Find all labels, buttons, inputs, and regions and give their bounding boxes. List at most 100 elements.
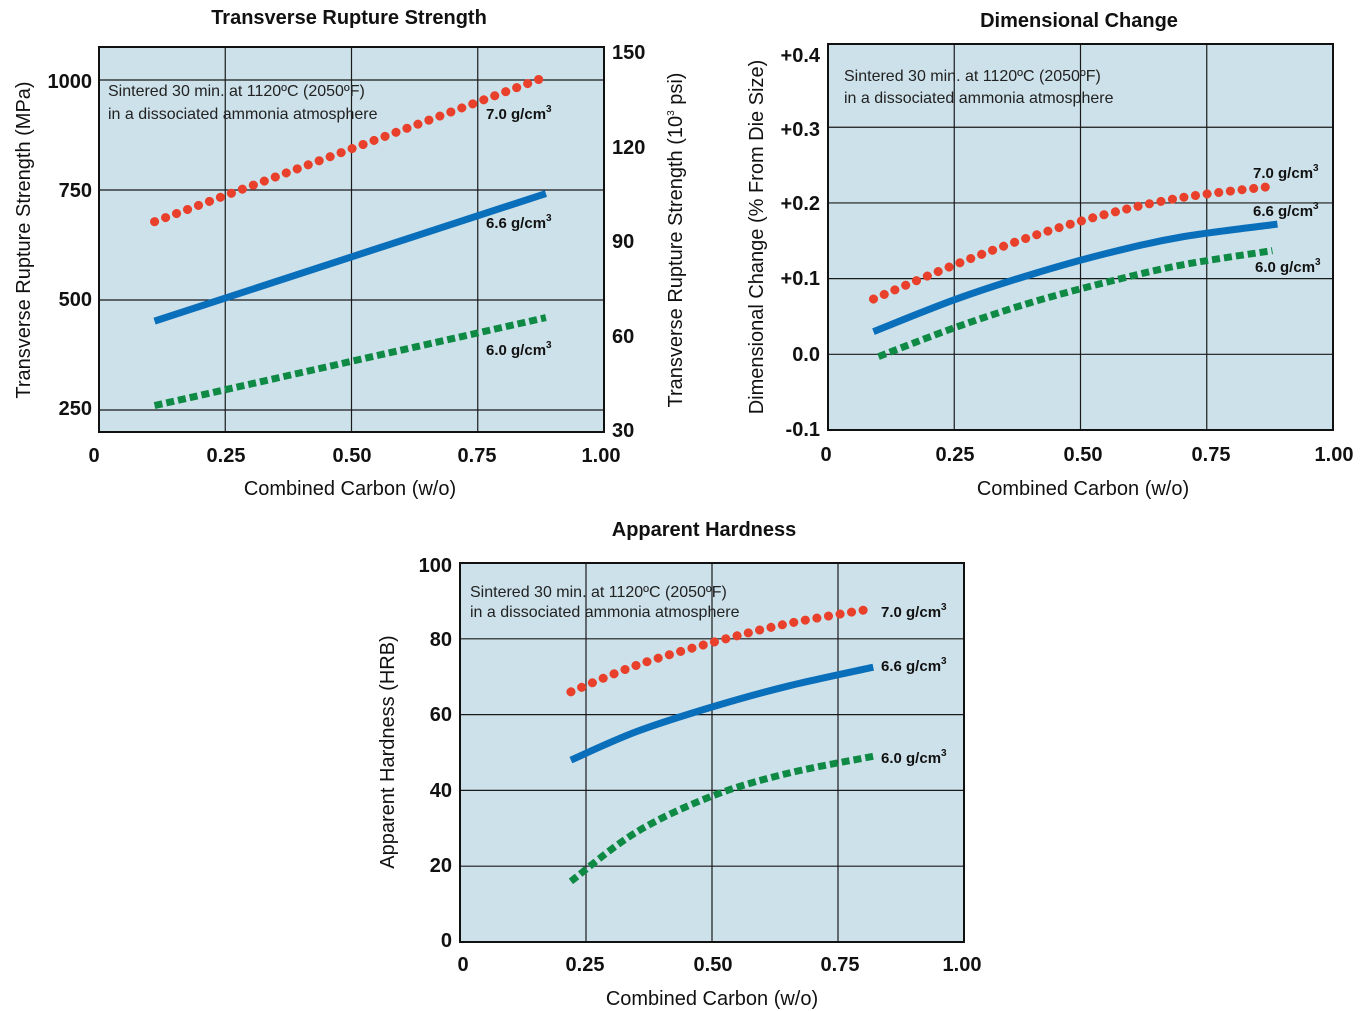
series-label-exp: 3 [546,340,552,351]
x-axis-label: Combined Carbon (w/o) [977,478,1189,500]
x-tick-label: 0.75 [1192,444,1231,466]
series-6-0-line [153,314,547,410]
series-label-exp: 3 [941,656,947,667]
y-tick-label: 80 [430,629,452,651]
series-label-exp: 3 [1313,163,1319,174]
series-label-6-6: 6.6 g/cm3 [881,656,947,675]
gridlines [828,44,1333,430]
y-tick-label: 500 [59,289,92,311]
x-tick-label: 0.75 [458,445,497,467]
series-label-text: 7.0 g/cm [881,604,941,621]
x-tick-label: 0.50 [694,954,733,976]
series-label-text: 6.0 g/cm [1255,259,1315,276]
y2-tick-label: 90 [612,231,634,253]
x-tick-label: 0.25 [207,445,246,467]
x-axis-label: Combined Carbon (w/o) [244,478,456,500]
x-tick-label: 0 [457,954,468,976]
plot-frame [98,46,605,433]
series-label-7-0: 7.0 g/cm3 [486,104,552,123]
series-label-text: 6.6 g/cm [1253,203,1313,220]
y-tick-label: +0.2 [781,193,820,215]
chart-title: Dimensional Change [980,10,1178,32]
series-label-text: 7.0 g/cm [486,106,546,123]
series-6-0-line [877,247,1273,360]
series-label-exp: 3 [1313,201,1319,212]
chart-transverse-rupture-strength: Transverse Rupture Strength Sintered 30 … [13,7,687,500]
x-tick-label: 0.50 [333,445,372,467]
y-tick-label: 750 [59,180,92,202]
series-label-text: 6.0 g/cm [486,342,546,359]
x-tick-label: 1.00 [943,954,982,976]
series-label-text: 6.0 g/cm [881,750,941,767]
series-6-0-line [568,752,874,885]
x-tick-label: 1.00 [582,445,621,467]
series-label-6-0: 6.0 g/cm3 [881,748,947,767]
note-line-2: in a dissociated ammonia atmosphere [844,90,1114,107]
series-label-exp: 3 [941,748,947,759]
note-line-1: Sintered 30 min. at 1120ºC (2050ºF) [470,584,727,601]
series-label-7-0: 7.0 g/cm3 [881,602,947,621]
series-label-6-6: 6.6 g/cm3 [486,213,552,232]
x-tick-label: 0.75 [821,954,860,976]
y2-tick-label: 120 [612,137,645,159]
x-tick-label: 1.00 [1315,444,1354,466]
gridlines [99,47,604,432]
x-tick-label: 0.25 [566,954,605,976]
series-layer [150,74,548,410]
series-layer [868,181,1278,360]
y-tick-label: 40 [430,780,452,802]
series-7-0-line [868,181,1277,304]
series-label-exp: 3 [1315,257,1321,268]
y-axis-label: Dimensional Change (% From Die Size) [746,60,768,415]
series-label-7-0: 7.0 g/cm3 [1253,163,1319,182]
note-line-1: Sintered 30 min. at 1120ºC (2050ºF) [844,68,1101,85]
y-axis-label: Apparent Hardness (HRB) [377,635,399,868]
y2-tick-label: 60 [612,326,634,348]
series-6-6-line [153,190,548,325]
y2-axis-label-prefix: Transverse Rupture Strength (10 [665,116,687,408]
x-axis-label: Combined Carbon (w/o) [606,988,818,1010]
y-tick-label: 0 [441,930,452,952]
chart-apparent-hardness: Apparent Hardness Sintered 30 min. at 11… [377,519,981,1010]
x-tick-label: 0 [820,444,831,466]
y-tick-label: 100 [419,555,452,577]
y-tick-label: 1000 [48,71,93,93]
x-tick-label: 0.25 [936,444,975,466]
series-7-0-line [566,603,878,697]
x-tick-label: 0.50 [1064,444,1103,466]
plot-frame [459,562,965,943]
y-tick-label: 60 [430,704,452,726]
y-tick-label: +0.3 [781,119,820,141]
series-layer [566,603,878,885]
note-line-1: Sintered 30 min. at 1120ºC (2050ºF) [108,83,365,100]
note-line-2: in a dissociated ammonia atmosphere [108,106,378,123]
y2-axis-label: Transverse Rupture Strength (103 psi) [665,73,687,408]
series-label-text: 7.0 g/cm [1253,165,1313,182]
y-tick-label: 250 [59,398,92,420]
plot-frame [827,43,1334,431]
y2-tick-label: 150 [612,42,645,64]
y-tick-label: +0.4 [781,45,821,67]
x-tick-label: 0 [88,445,99,467]
series-7-0-line [150,74,546,227]
series-label-exp: 3 [546,104,552,115]
y-tick-label: 0.0 [792,344,820,366]
chart-title: Transverse Rupture Strength [211,7,487,29]
y-tick-label: 20 [430,855,452,877]
y2-tick-label: 30 [612,420,634,442]
chart-dimensional-change: Dimensional Change Sintered 30 min. at 1… [746,10,1353,500]
y-tick-label: +0.1 [781,268,820,290]
series-label-6-0: 6.0 g/cm3 [486,340,552,359]
series-6-6-line [872,220,1278,335]
note-line-2: in a dissociated ammonia atmosphere [470,604,740,621]
series-label-text: 6.6 g/cm [486,215,546,232]
series-label-exp: 3 [546,213,552,224]
series-label-6-6: 6.6 g/cm3 [1253,201,1319,220]
y2-axis-label-exp: 3 [666,110,677,116]
series-label-text: 6.6 g/cm [881,658,941,675]
series-6-6-line [569,663,875,764]
series-label-exp: 3 [941,602,947,613]
y2-axis-label-suffix: psi) [665,73,687,111]
series-label-6-0: 6.0 g/cm3 [1255,257,1321,276]
